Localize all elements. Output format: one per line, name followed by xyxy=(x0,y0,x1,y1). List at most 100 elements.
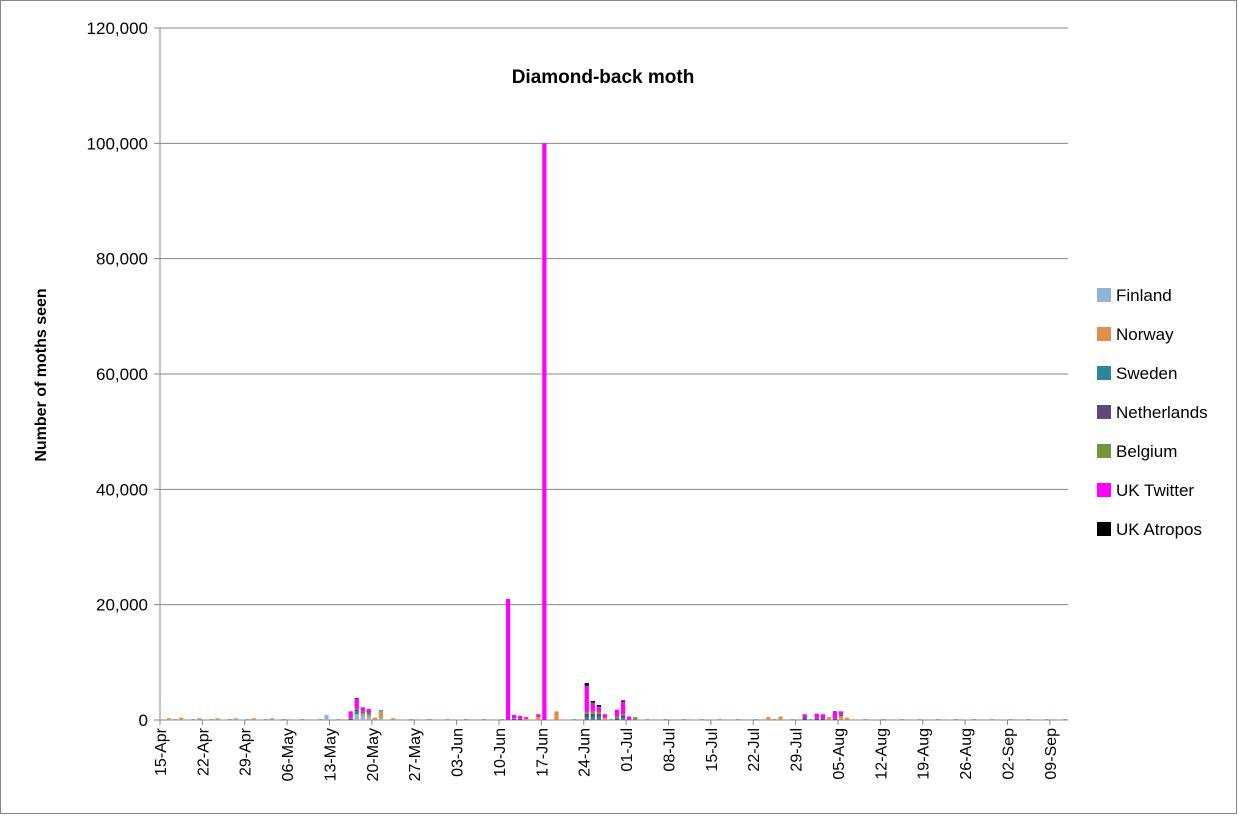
baseline-bar xyxy=(185,719,190,720)
baseline-bar xyxy=(451,719,456,720)
bar-segment-sweden xyxy=(366,712,371,715)
x-tick-label: 02-Sep xyxy=(1000,728,1017,780)
x-tick-label: 20-May xyxy=(365,728,382,781)
bar-segment-uk-twitter xyxy=(602,714,608,718)
baseline-bar xyxy=(239,719,244,720)
y-tick-label: 40,000 xyxy=(96,480,148,499)
bar-segment-uk-twitter xyxy=(536,714,541,718)
bar-segment-belgium xyxy=(596,711,601,714)
legend-label: UK Atropos xyxy=(1116,520,1202,539)
baseline-bar xyxy=(808,719,813,720)
baseline-bar xyxy=(409,719,414,720)
bar-segment-uk-twitter xyxy=(542,143,547,721)
baseline-bar xyxy=(1063,719,1067,720)
bar-segment-norway xyxy=(360,713,365,717)
baseline-bar xyxy=(609,719,613,720)
bar-segment-uk-twitter xyxy=(814,713,819,719)
baseline-bar xyxy=(548,719,553,720)
baseline-bar xyxy=(560,719,565,720)
baseline-bar xyxy=(942,719,946,720)
baseline-bar xyxy=(966,719,970,720)
baseline-bar xyxy=(875,719,880,720)
bar-segment-netherlands xyxy=(354,709,359,712)
bar-segment-norway xyxy=(554,711,559,720)
bar-segment-norway xyxy=(233,718,238,720)
baseline-bar xyxy=(282,719,286,720)
bar-segment-uk-twitter xyxy=(802,714,807,718)
bar-segment-uk-twitter xyxy=(360,707,365,712)
x-tick-labels: 15-Apr 22-Apr 29-Apr 06-May 13-May 20-May 27-M… xyxy=(153,727,1060,781)
bar-segment-sweden xyxy=(596,717,601,720)
baseline-bar xyxy=(887,719,892,720)
bar-segment-netherlands xyxy=(590,713,595,718)
y-tick-label: 20,000 xyxy=(96,596,148,615)
x-tick-label: 29-Jul xyxy=(789,728,806,772)
baseline-bar xyxy=(748,719,753,720)
bar-segment-uk-twitter xyxy=(614,709,620,717)
legend-label: UK Twitter xyxy=(1116,481,1194,500)
baseline-bar xyxy=(645,719,650,720)
x-tick-label: 06-May xyxy=(280,728,297,781)
baseline-bar xyxy=(984,719,989,720)
x-tick-label: 12-Aug xyxy=(873,728,890,780)
legend: Finland Norway Sweden Netherlands Belgium UK … xyxy=(1097,286,1208,539)
baseline-bar xyxy=(772,719,777,720)
x-tick-label: 29-Apr xyxy=(238,727,255,776)
bar-segment-finland xyxy=(360,716,365,720)
legend-swatch xyxy=(1097,522,1111,536)
bar-segment-uk-atropos xyxy=(590,700,595,703)
bar-segment-norway xyxy=(826,717,832,720)
bar-segment-netherlands xyxy=(596,713,601,718)
bar-segment-uk-atropos xyxy=(354,698,359,699)
baseline-bar xyxy=(972,719,976,720)
baseline-bar xyxy=(669,719,674,720)
bar-segment-norway xyxy=(838,715,844,720)
baseline-bar xyxy=(911,719,916,720)
baseline-bar xyxy=(227,719,232,720)
bars xyxy=(166,143,850,721)
baseline-bar xyxy=(1051,719,1055,720)
baseline-bar xyxy=(415,719,420,720)
legend-label: Finland xyxy=(1116,286,1172,305)
baseline-bar xyxy=(1044,719,1049,720)
baseline-bar xyxy=(905,719,910,720)
baseline-bar xyxy=(699,719,704,720)
baseline-bar xyxy=(1020,719,1025,720)
legend-label: Belgium xyxy=(1116,442,1177,461)
bar-segment-norway xyxy=(766,717,771,720)
baseline-bar xyxy=(978,719,983,720)
baseline-bar xyxy=(718,719,722,720)
baseline-bar xyxy=(1038,719,1043,720)
baseline-bar xyxy=(1032,719,1037,720)
x-tick-label: 08-Jul xyxy=(661,728,678,772)
legend-swatch xyxy=(1097,444,1111,458)
bar-segment-uk-twitter xyxy=(620,701,626,715)
baseline-bar xyxy=(445,719,450,720)
baseline-bar xyxy=(191,719,196,720)
legend-swatch xyxy=(1097,327,1111,341)
bar-segment-uk-atropos xyxy=(832,711,838,712)
baseline-bar xyxy=(209,719,214,720)
bar-segment-netherlands xyxy=(814,718,819,720)
y-tick-label: 80,000 xyxy=(96,250,148,269)
bar-segment-netherlands xyxy=(802,717,807,720)
baseline-bar xyxy=(742,719,746,720)
baseline-bar xyxy=(258,719,262,720)
x-tick-label: 15-Jul xyxy=(704,728,721,772)
legend-label: Norway xyxy=(1116,325,1174,344)
baseline-bar xyxy=(954,719,958,720)
bar-segment-netherlands xyxy=(348,718,353,720)
baseline-bar xyxy=(736,719,740,720)
x-tick-label: 03-Jun xyxy=(450,728,467,777)
bar-segment-norway xyxy=(372,717,378,720)
x-tick-label: 22-Apr xyxy=(195,727,212,776)
baseline-bar xyxy=(403,719,407,720)
baseline-bar xyxy=(730,719,734,720)
baseline-bar xyxy=(996,719,1001,720)
baseline-bar xyxy=(760,719,765,720)
baseline-bar xyxy=(421,719,426,720)
baseline-bar xyxy=(790,719,795,720)
y-tick-label: 0 xyxy=(139,711,148,730)
grid-lines xyxy=(154,27,1068,725)
baseline-bar xyxy=(494,719,498,720)
